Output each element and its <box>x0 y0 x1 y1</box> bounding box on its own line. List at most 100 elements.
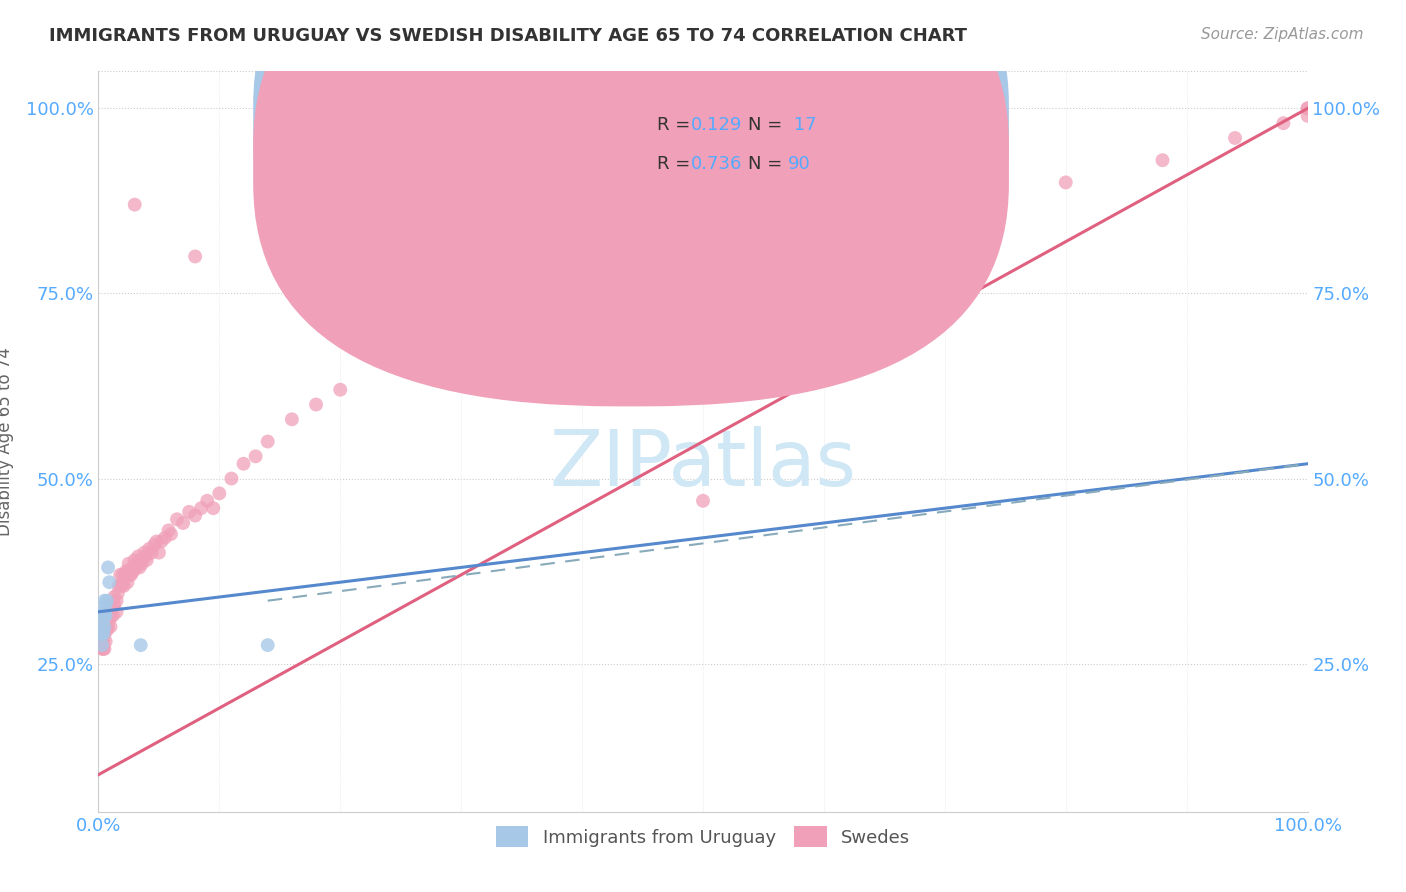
Y-axis label: Disability Age 65 to 74: Disability Age 65 to 74 <box>0 347 14 536</box>
Text: R =: R = <box>657 155 696 173</box>
FancyBboxPatch shape <box>253 0 1010 368</box>
Point <box>105 593 128 607</box>
Point <box>122 564 145 578</box>
Point <box>93 627 115 641</box>
Point <box>145 534 167 549</box>
Point <box>450 338 472 352</box>
Point <box>94 634 117 648</box>
Point <box>281 412 304 426</box>
Point <box>179 505 201 519</box>
Point <box>94 612 117 626</box>
FancyBboxPatch shape <box>253 0 1010 407</box>
Point <box>91 638 114 652</box>
Point <box>125 560 148 574</box>
Point <box>1223 131 1246 145</box>
Point <box>135 549 157 564</box>
FancyBboxPatch shape <box>600 97 879 194</box>
Point <box>190 501 212 516</box>
Point <box>957 205 980 219</box>
Point <box>97 612 120 626</box>
Point <box>389 360 412 375</box>
Point <box>94 598 117 612</box>
Point <box>329 383 352 397</box>
Point <box>256 638 278 652</box>
Point <box>103 598 125 612</box>
Point <box>91 634 114 648</box>
Point <box>184 250 207 264</box>
Point <box>94 608 117 623</box>
Point <box>93 619 115 633</box>
Point <box>389 264 412 278</box>
Point <box>105 605 128 619</box>
Point <box>138 541 160 556</box>
Point <box>98 601 121 615</box>
Point <box>91 641 114 656</box>
Point <box>118 557 141 571</box>
Point <box>160 527 183 541</box>
Point <box>115 564 138 578</box>
Point <box>97 560 120 574</box>
Point <box>245 450 267 464</box>
Point <box>1296 102 1319 116</box>
Text: 90: 90 <box>787 155 810 173</box>
Point <box>112 579 135 593</box>
Point <box>93 605 115 619</box>
Point <box>91 641 114 656</box>
Point <box>91 627 114 641</box>
Point <box>131 557 153 571</box>
Point <box>135 553 157 567</box>
Point <box>110 579 132 593</box>
Point <box>134 546 156 560</box>
Point <box>547 309 569 323</box>
Point <box>100 608 122 623</box>
Point <box>221 471 243 485</box>
Point <box>692 493 714 508</box>
Point <box>129 638 152 652</box>
Point <box>124 560 146 574</box>
Point <box>148 546 170 560</box>
Point <box>118 567 141 582</box>
Point <box>128 560 150 574</box>
Point <box>752 250 775 264</box>
Point <box>118 564 141 578</box>
Point <box>1054 175 1077 190</box>
Point <box>117 575 139 590</box>
Text: 17: 17 <box>787 116 817 134</box>
Point <box>141 546 163 560</box>
Point <box>100 605 122 619</box>
Point <box>153 531 176 545</box>
Point <box>91 627 114 641</box>
Point <box>208 486 231 500</box>
Point <box>129 553 152 567</box>
Point <box>91 627 114 641</box>
Point <box>111 575 134 590</box>
Text: 0.736: 0.736 <box>690 155 742 173</box>
Point <box>93 619 115 633</box>
Text: Source: ZipAtlas.com: Source: ZipAtlas.com <box>1201 27 1364 42</box>
Point <box>184 508 207 523</box>
Point <box>96 593 118 607</box>
Point <box>100 598 122 612</box>
Point <box>124 553 146 567</box>
Point <box>93 593 115 607</box>
Point <box>101 608 124 623</box>
Point <box>195 493 218 508</box>
Point <box>94 619 117 633</box>
Point <box>232 457 254 471</box>
Point <box>108 579 131 593</box>
Point <box>120 567 142 582</box>
Point <box>157 524 180 538</box>
Point <box>96 624 118 638</box>
Point <box>93 608 115 623</box>
Text: ZIPatlas: ZIPatlas <box>550 425 856 502</box>
Point <box>91 624 114 638</box>
Point <box>1296 102 1319 116</box>
Legend: Immigrants from Uruguay, Swedes: Immigrants from Uruguay, Swedes <box>489 819 917 855</box>
Point <box>103 590 125 604</box>
Point <box>256 434 278 449</box>
Text: IMMIGRANTS FROM URUGUAY VS SWEDISH DISABILITY AGE 65 TO 74 CORRELATION CHART: IMMIGRANTS FROM URUGUAY VS SWEDISH DISAB… <box>49 27 967 45</box>
Point <box>150 534 173 549</box>
Point <box>837 227 859 242</box>
Point <box>121 560 143 574</box>
Point <box>91 612 114 626</box>
